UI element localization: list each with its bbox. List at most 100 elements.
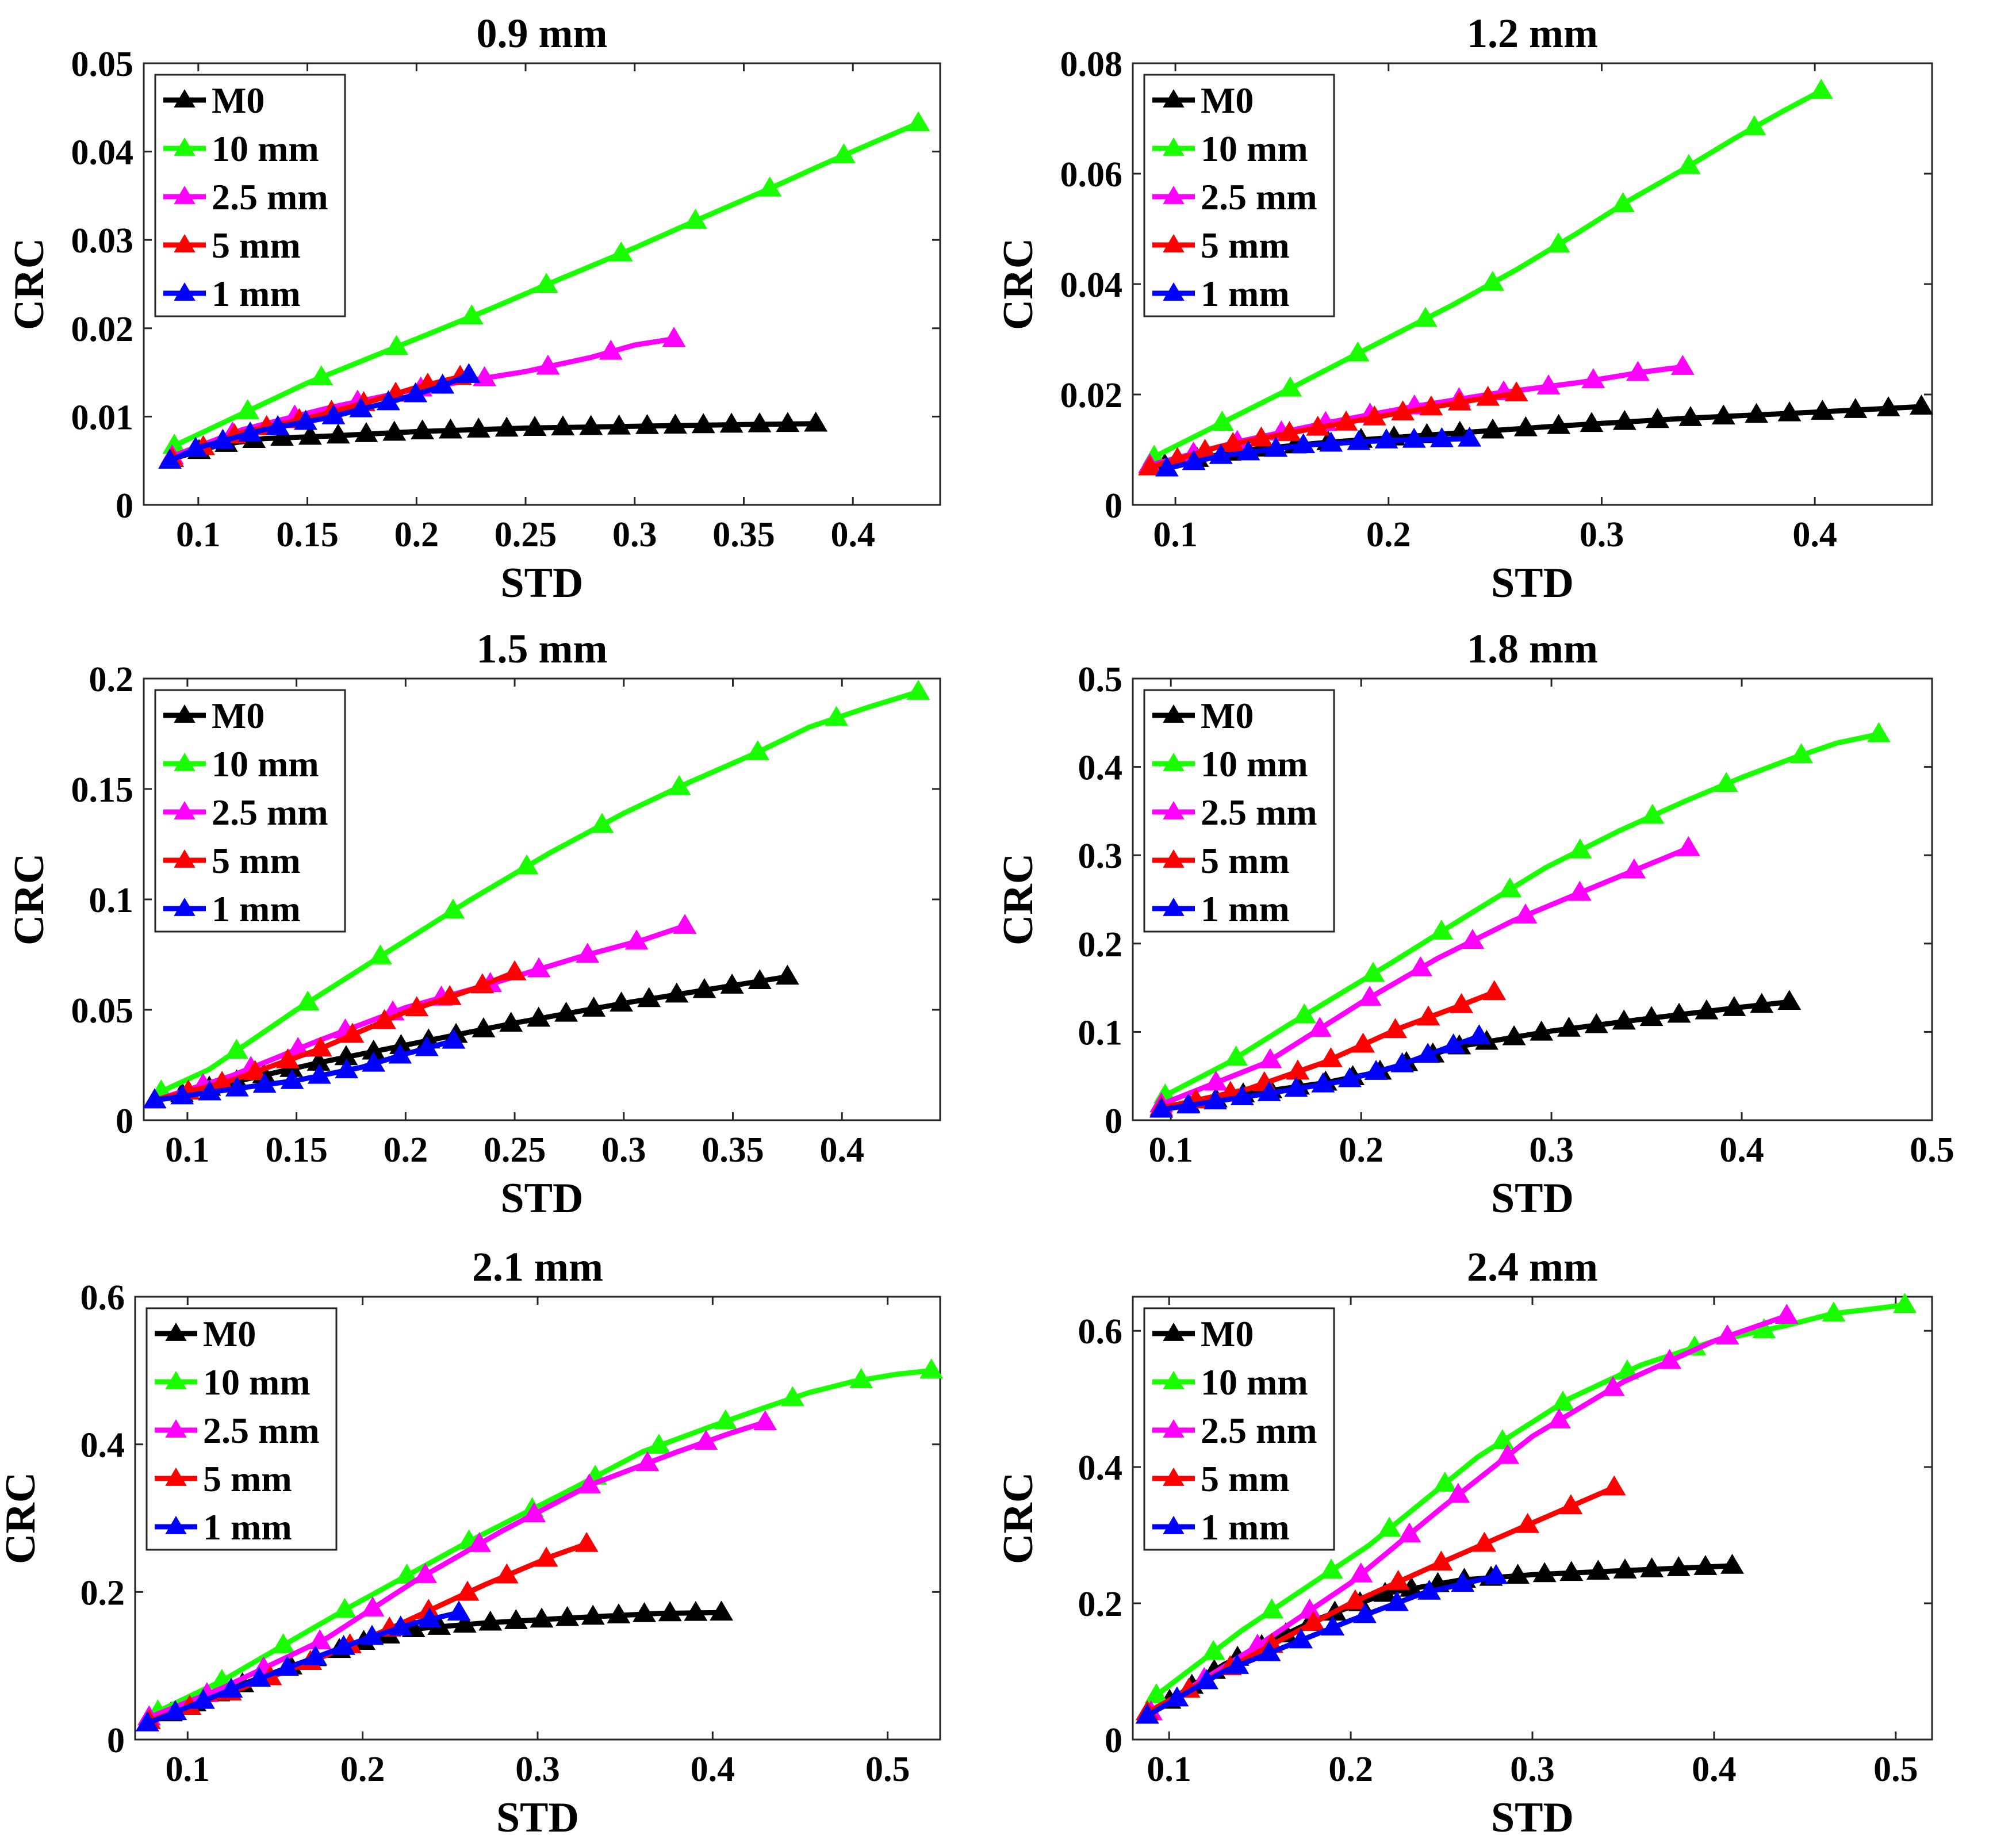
legend-label: 5 mm [1201,225,1290,266]
legend-label: 5 mm [1201,840,1290,881]
data-point-marker [298,424,322,445]
data-point-marker [252,1072,277,1093]
data-point-marker [1397,1522,1421,1543]
data-point-marker [1640,1557,1664,1577]
data-point-marker [453,1612,477,1633]
data-point-marker [1580,412,1604,432]
data-point-marker [551,415,575,436]
data-point-marker [590,813,614,833]
data-point-marker [1586,1560,1610,1580]
data-point-marker [1308,1017,1332,1037]
data-point-marker [849,1368,873,1388]
series-2-5-mm [1139,1304,1799,1721]
data-point-marker [499,1012,523,1032]
legend-label: 1 mm [203,1507,292,1547]
legend-label: 1 mm [1201,1507,1290,1547]
data-point-marker [275,1656,299,1676]
x-tick-label: 0.1 [165,1131,210,1170]
y-tick-label: 0.3 [1078,837,1123,876]
legend-marker [174,704,196,723]
data-point-marker [1429,1550,1453,1571]
legend-marker [165,1516,187,1534]
y-axis-label: CRC [995,853,1042,945]
legend-label: 1 mm [1201,273,1290,314]
x-tick-label: 0.3 [1510,1750,1555,1789]
data-point-marker [1626,361,1650,381]
chart-panel-6: 0.1 0.2 0.3 0.4 0.5 0 0.2 0.4 0.6 2.4 mm STD CRC M0 1… [995,1244,1933,1835]
data-point-marker [1516,1512,1540,1533]
y-axis-label: CRC [6,853,53,945]
data-point-marker [746,740,770,760]
x-tick-label: 0.5 [865,1750,910,1789]
y-tick-label: 0.2 [1078,1585,1123,1624]
series-5-mm [1138,381,1528,476]
legend-label: 2.5 mm [212,792,328,833]
data-point-marker [1390,1052,1415,1072]
data-point-marker [804,411,828,432]
y-tick-label: 0 [116,486,133,526]
legend-label: M0 [203,1313,256,1354]
data-point-marker [1284,1077,1308,1097]
legend-label: M0 [1201,695,1254,736]
legend-marker [1163,1371,1185,1389]
data-point-marker [658,1601,682,1622]
data-point-marker [1581,368,1605,389]
data-point-marker [1546,232,1570,253]
data-point-marker [527,1006,551,1027]
data-point-marker [694,1430,718,1450]
data-point-marker [748,412,772,432]
y-tick-label: 0.04 [1060,266,1123,305]
data-point-marker [1209,443,1233,464]
data-point-marker [1319,1558,1343,1579]
data-point-marker [635,1451,660,1472]
data-point-marker [663,413,687,434]
data-point-marker [748,969,772,990]
data-point-marker [1715,1324,1739,1344]
data-point-marker [647,1434,671,1454]
data-point-marker [1536,374,1561,394]
data-point-marker [1416,1005,1440,1026]
x-axis-label: STD [1491,1175,1574,1222]
data-point-marker [1349,1562,1373,1583]
data-point-marker [536,354,560,375]
legend-marker [1163,234,1185,252]
data-point-marker [211,428,235,449]
data-point-marker [362,1051,386,1072]
data-point-marker [1777,401,1802,422]
data-point-marker [438,984,462,1005]
data-point-marker [1144,1683,1168,1703]
data-point-marker [1430,427,1454,447]
data-point-marker [1334,410,1358,431]
data-point-marker [1260,1598,1284,1619]
data-point-marker [1292,1003,1316,1024]
legend-label: 5 mm [1201,1458,1290,1499]
series-10-mm [1142,79,1833,465]
legend-label: M0 [212,80,265,121]
data-point-marker [504,1609,528,1629]
data-point-marker [1559,1494,1583,1515]
legend-label: 1 mm [212,888,301,929]
data-point-marker [1513,903,1538,924]
data-point-marker [1742,115,1766,136]
data-point-marker [376,390,400,411]
x-tick-label: 0.25 [484,1131,546,1170]
legend-label: 10 mm [1201,744,1308,784]
x-tick-label: 0.1 [1153,515,1198,554]
x-tick-label: 0.1 [1148,1131,1193,1170]
data-point-marker [224,1039,248,1059]
data-point-marker [780,1386,804,1407]
data-point-marker [1311,1072,1335,1093]
y-tick-label: 0.6 [81,1278,125,1317]
data-point-marker [276,1048,300,1068]
data-point-marker [1676,836,1700,856]
data-point-marker [1641,803,1665,824]
data-point-marker [576,943,600,963]
data-point-marker [1551,1390,1575,1411]
data-point-marker [1843,398,1868,418]
legend-marker [1163,186,1185,204]
legend-label: 10 mm [212,744,319,784]
x-tick-label: 0.5 [1873,1750,1918,1789]
data-point-marker [1429,920,1454,940]
x-tick-label: 0.4 [819,1131,864,1170]
x-tick-label: 0.1 [1147,1750,1191,1789]
